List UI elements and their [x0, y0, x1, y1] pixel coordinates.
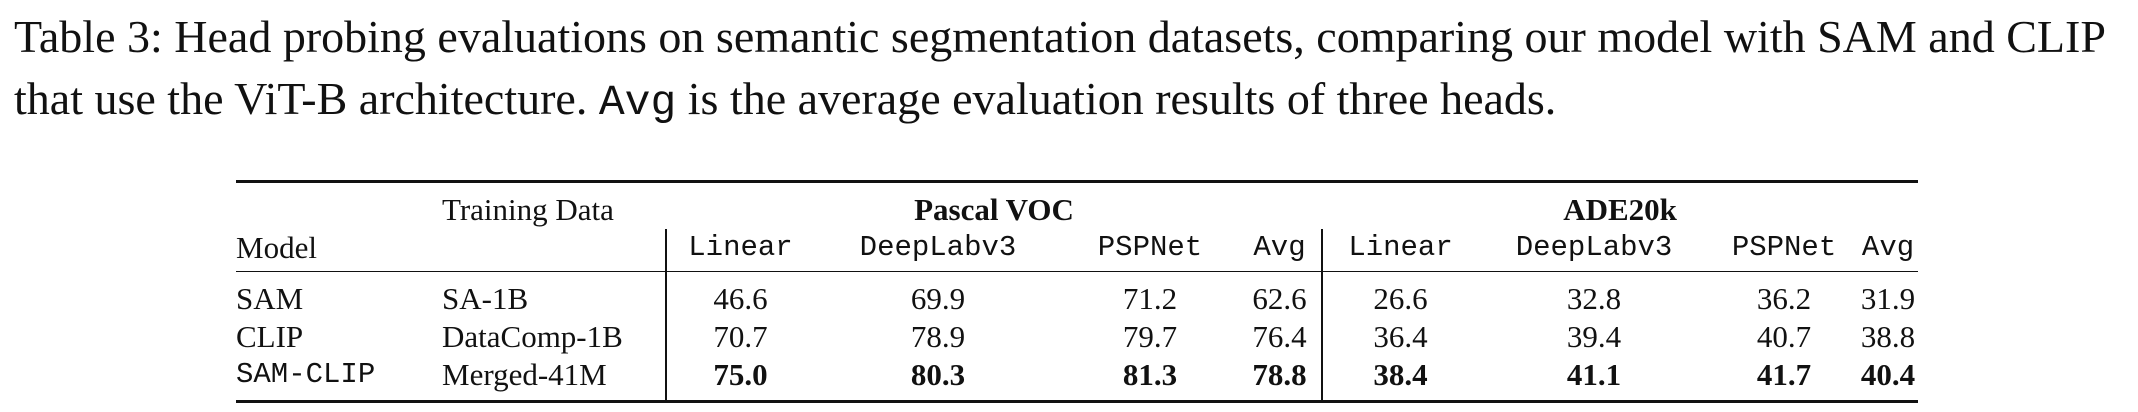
row-model: CLIP [236, 319, 304, 354]
cell-ade-deeplabv3: 39.4 [1566, 319, 1622, 354]
cell-voc-avg: 76.4 [1252, 319, 1307, 354]
cell-voc-avg: 78.8 [1238, 356, 1323, 403]
cell-ade-deeplabv3: 32.8 [1478, 271, 1711, 318]
table-row: SAM-CLIP Merged-41M 75.0 80.3 81.3 78.8 … [236, 356, 1919, 403]
header-head-linear: Linear [1321, 229, 1479, 272]
header-group-pascal-voc: Pascal VOC [666, 180, 1323, 229]
cell-ade-pspnet: 40.7 [1756, 319, 1812, 354]
cell-ade-pspnet: 41.7 [1710, 356, 1859, 403]
caption-text-1: Head probing evaluations on semantic seg… [14, 11, 2105, 124]
row-model: SAM [236, 271, 432, 318]
header-head-pspnet: PSPNet [1097, 231, 1203, 264]
header-group-ade20k: ADE20k [1322, 180, 1919, 229]
cell-ade-avg: 40.4 [1858, 356, 1919, 403]
header-head-linear: Linear [665, 229, 814, 272]
cell-ade-avg: 31.9 [1858, 271, 1919, 318]
cell-voc-pspnet: 81.3 [1062, 356, 1238, 403]
header-row-groups: Training Data Pascal VOC ADE20k [236, 180, 1919, 229]
cell-voc-avg: 62.6 [1238, 271, 1323, 318]
header-model: Model [236, 230, 317, 265]
header-head-deeplabv3: DeepLabv3 [1515, 231, 1673, 264]
cell-voc-deeplabv3: 69.9 [814, 271, 1062, 318]
cell-ade-linear: 26.6 [1321, 271, 1479, 318]
cell-ade-linear: 36.4 [1321, 318, 1479, 356]
header-empty-cell [236, 180, 432, 229]
results-table-container: Training Data Pascal VOC ADE20k Model Li… [236, 180, 1919, 403]
cell-voc-linear: 75.0 [665, 356, 814, 403]
caption-label: Table 3: [14, 11, 163, 62]
table-row: SAM SA-1B 46.6 69.9 71.2 62.6 26.6 32.8 … [236, 271, 1919, 318]
cell-ade-pspnet: 36.2 [1710, 271, 1859, 318]
cell-voc-pspnet: 71.2 [1062, 271, 1238, 318]
cell-voc-linear: 70.7 [665, 318, 814, 356]
header-training-data: Training Data [432, 180, 666, 229]
header-head-avg: Avg [1861, 231, 1915, 264]
table-caption: Table 3: Head probing evaluations on sem… [14, 6, 2126, 134]
row-model: SAM-CLIP [236, 356, 432, 403]
results-table: Training Data Pascal VOC ADE20k Model Li… [236, 180, 1919, 403]
cell-ade-avg: 38.8 [1860, 319, 1916, 354]
header-head-deeplabv3: DeepLabv3 [859, 231, 1017, 264]
cell-voc-deeplabv3: 80.3 [814, 356, 1062, 403]
caption-code-avg: Avg [598, 78, 677, 127]
cell-voc-deeplabv3: 78.9 [910, 319, 966, 354]
header-head-avg: Avg [1253, 231, 1306, 264]
cell-voc-linear: 46.6 [665, 271, 814, 318]
caption-text-2: is the average evaluation results of thr… [676, 73, 1557, 124]
header-head-pspnet: PSPNet [1731, 231, 1837, 264]
row-training-data: DataComp-1B [442, 319, 623, 354]
row-training-data: Merged-41M [432, 356, 666, 403]
row-training-data: SA-1B [432, 271, 666, 318]
header-empty-cell [432, 229, 666, 272]
header-row-heads: Model Linear DeepLabv3 PSPNet Avg Linear… [236, 229, 1918, 272]
cell-voc-pspnet: 79.7 [1122, 319, 1178, 354]
table-row: CLIP DataComp-1B 70.7 78.9 79.7 76.4 36.… [236, 318, 1918, 356]
cell-ade-deeplabv3: 41.1 [1478, 356, 1711, 403]
cell-ade-linear: 38.4 [1321, 356, 1479, 403]
